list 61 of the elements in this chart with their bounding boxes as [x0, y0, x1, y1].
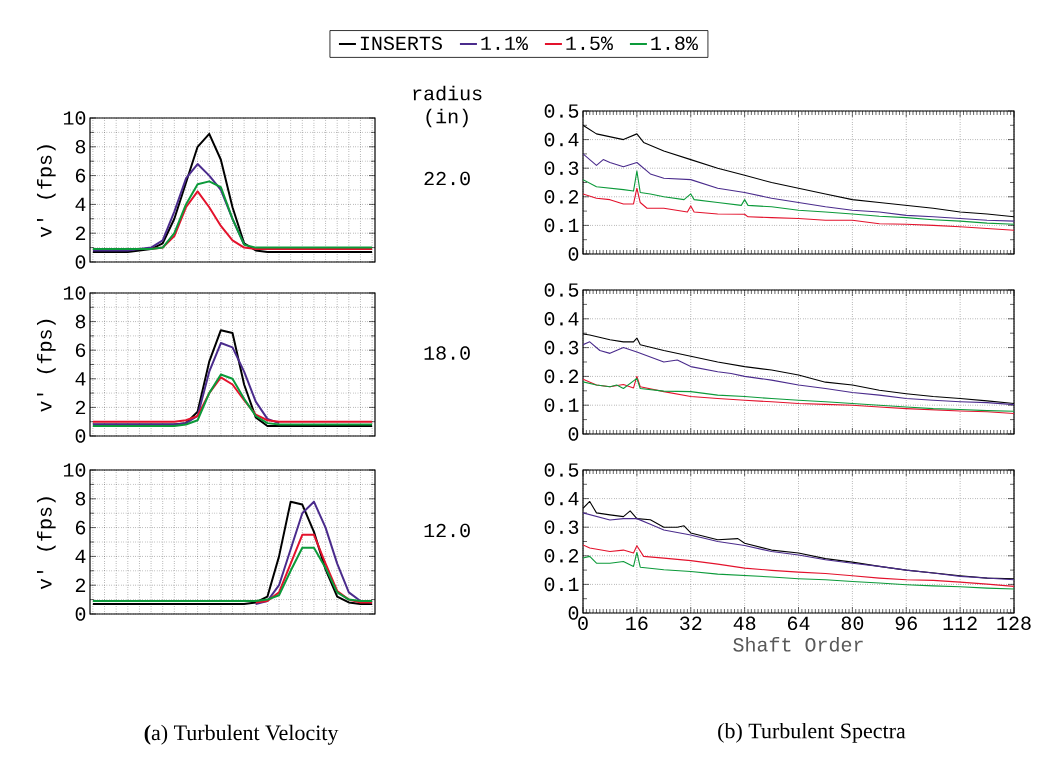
y-tick-label: 10 [63, 111, 86, 125]
y-tick-label: 2 [75, 226, 86, 240]
y-tick-label: 0 [568, 247, 579, 261]
y-tick-label: 10 [63, 463, 86, 477]
y-tick-label: 0.5 [544, 283, 579, 297]
y-tick-label: 0.2 [544, 549, 579, 563]
x-tick-label: 64 [787, 616, 810, 631]
y-tick-label: 0 [568, 606, 579, 620]
y-tick-label: 0.5 [544, 463, 579, 477]
y-axis-title: v' (fps) [36, 319, 56, 412]
y-axis-title: v' (fps) [36, 497, 56, 590]
y-tick-label: 0 [568, 427, 579, 441]
y-tick-label: 10 [63, 286, 86, 300]
x-tick-label: 32 [680, 616, 702, 631]
y-tick-label: 0.5 [544, 104, 579, 118]
x-tick-label: 16 [626, 616, 648, 631]
text: (a) Turbulent Velocity [144, 724, 339, 745]
y-tick-label: 0.3 [544, 161, 579, 175]
x-tick-label: 48 [733, 616, 756, 631]
y-axis-title: v' (fps) [36, 145, 56, 238]
y-tick-label: 4 [75, 372, 86, 386]
line-series [254, 533, 374, 604]
y-tick-label: 0 [75, 429, 86, 443]
legend-label: 1.8% [651, 36, 698, 51]
y-tick-label: 2 [75, 578, 86, 592]
y-tick-label: 0.2 [544, 190, 579, 204]
y-tick-label: 8 [75, 492, 86, 506]
y-tick-label: 6 [75, 343, 86, 357]
y-tick-label: 8 [75, 314, 86, 329]
y-tick-label: 0.3 [544, 520, 579, 534]
x-axis-title: Shaft Order [733, 636, 863, 652]
x-tick-label: 80 [841, 616, 864, 631]
y-tick-label: 8 [75, 140, 86, 154]
y-tick-label: 4 [75, 197, 86, 211]
legend-label: INSERTS [360, 36, 442, 51]
text: (b) Turbulent Spectra [718, 722, 906, 743]
text: 18.0 [424, 346, 470, 360]
line-series [583, 544, 1015, 587]
y-tick-label: 0.2 [544, 369, 579, 384]
y-tick-label: 0.1 [544, 398, 579, 412]
y-tick-label: 0 [75, 607, 86, 621]
text: 22.0 [424, 171, 470, 186]
y-tick-label: 2 [75, 400, 86, 415]
y-tick-label: 0.1 [544, 577, 579, 592]
y-tick-label: 0.4 [544, 132, 579, 147]
legend-label: 1.1% [481, 36, 528, 50]
legend-label: 1.5% [566, 36, 613, 51]
y-tick-label: 0.3 [544, 340, 579, 355]
y-tick-label: 0.4 [544, 491, 579, 506]
x-tick-label: 128 [997, 616, 1031, 631]
y-tick-label: 0 [75, 255, 86, 269]
y-tick-label: 4 [75, 549, 86, 563]
text: radius (in) [413, 85, 482, 128]
text: 12.0 [424, 523, 470, 538]
line-series [583, 153, 1015, 222]
x-tick-label: 112 [943, 616, 977, 630]
y-tick-label: 0.1 [544, 218, 579, 233]
y-tick-label: 0.4 [544, 312, 579, 326]
y-tick-label: 6 [75, 520, 86, 535]
x-tick-label: 96 [895, 616, 917, 631]
y-tick-label: 6 [75, 168, 86, 183]
